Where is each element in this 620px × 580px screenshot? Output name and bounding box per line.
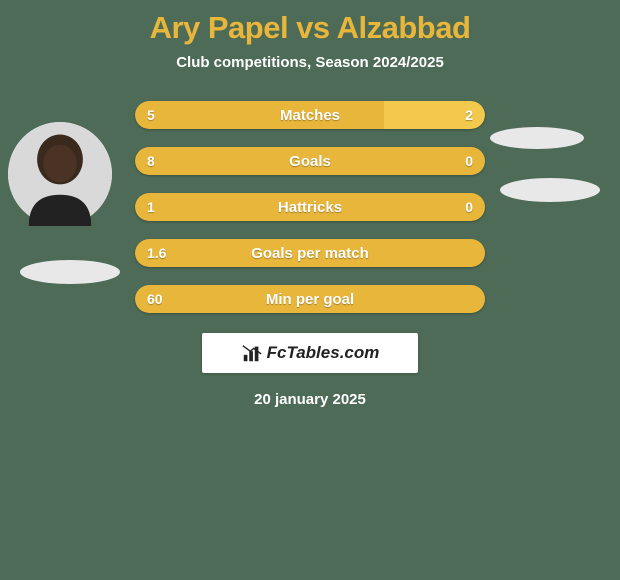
stat-bars: 52Matches 80Goals 10Hattricks 1.6Goals per … <box>135 101 485 313</box>
player-left-avatar <box>8 122 112 226</box>
player-right-name-placeholder <box>500 178 600 202</box>
stat-row: 52Matches <box>135 101 485 129</box>
stat-row: 60Min per goal <box>135 285 485 313</box>
stat-label: Goals <box>135 147 485 175</box>
source-logo-text: FcTables.com <box>267 343 380 363</box>
avatar-placeholder-icon <box>8 122 112 226</box>
player-right-avatar-placeholder <box>490 127 584 149</box>
source-logo: FcTables.com <box>202 333 418 373</box>
stat-label: Min per goal <box>135 285 485 313</box>
subtitle: Club competitions, Season 2024/2025 <box>0 54 620 71</box>
bar-chart-icon <box>241 342 263 364</box>
stat-row: 1.6Goals per match <box>135 239 485 267</box>
stat-label: Goals per match <box>135 239 485 267</box>
stat-row: 10Hattricks <box>135 193 485 221</box>
page-title: Ary Papel vs Alzabbad <box>0 0 620 46</box>
stat-row: 80Goals <box>135 147 485 175</box>
stat-label: Matches <box>135 101 485 129</box>
snapshot-date: 20 january 2025 <box>10 391 610 408</box>
stat-label: Hattricks <box>135 193 485 221</box>
player-left-name-placeholder <box>20 260 120 284</box>
comparison-content: 52Matches 80Goals 10Hattricks 1.6Goals per … <box>0 101 620 408</box>
